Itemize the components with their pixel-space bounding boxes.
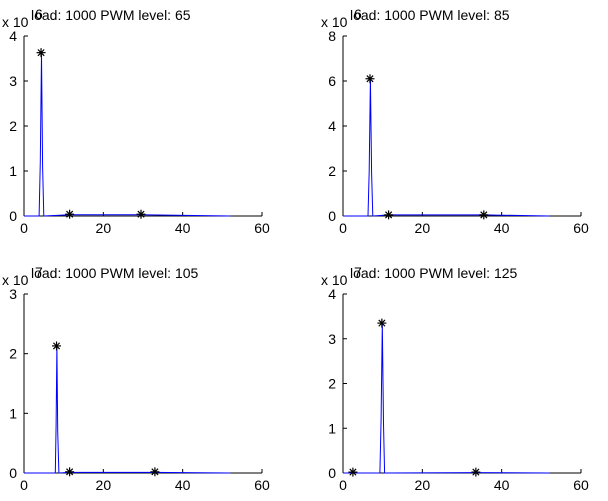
x-tick-label: 60 bbox=[254, 477, 270, 493]
peak-marker bbox=[65, 467, 75, 477]
y-tick-label: 3 bbox=[9, 73, 17, 89]
chart-title: load: 1000 PWM level: 125 bbox=[350, 265, 518, 281]
y-tick-label: 4 bbox=[9, 28, 17, 44]
chart-title: load: 1000 PWM level: 65 bbox=[31, 7, 191, 23]
y-tick-label: 8 bbox=[328, 28, 336, 44]
y-tick-label: 2 bbox=[9, 346, 17, 362]
series-line-1 bbox=[343, 323, 550, 474]
x-tick-label: 0 bbox=[339, 477, 347, 493]
x-tick-label: 0 bbox=[20, 220, 28, 236]
y-tick-label: 0 bbox=[328, 465, 336, 481]
peak-marker bbox=[348, 467, 358, 477]
x-tick-label: 60 bbox=[254, 220, 270, 236]
y-tick-label: 0 bbox=[328, 208, 336, 224]
y-multiplier-label: x 10 bbox=[2, 14, 29, 30]
y-tick-label: 2 bbox=[9, 118, 17, 134]
y-tick-label: 2 bbox=[328, 163, 336, 179]
x-tick-label: 60 bbox=[573, 477, 589, 493]
chart-title: load: 1000 PWM level: 105 bbox=[31, 265, 199, 281]
peak-marker bbox=[36, 48, 46, 58]
y-multiplier-exponent: 6 bbox=[354, 6, 362, 22]
y-tick-label: 0 bbox=[9, 208, 17, 224]
chart-title: load: 1000 PWM level: 85 bbox=[350, 7, 510, 23]
peak-marker bbox=[365, 74, 375, 84]
y-tick-label: 1 bbox=[9, 405, 17, 421]
peak-marker bbox=[52, 341, 62, 351]
y-multiplier-label: x 10 bbox=[321, 272, 348, 288]
x-tick-label: 40 bbox=[175, 220, 191, 236]
y-tick-label: 4 bbox=[328, 286, 336, 302]
peak-marker bbox=[479, 210, 489, 220]
peak-marker bbox=[65, 209, 75, 219]
x-tick-label: 0 bbox=[339, 220, 347, 236]
y-tick-label: 3 bbox=[9, 286, 17, 302]
y-tick-label: 1 bbox=[328, 420, 336, 436]
y-multiplier-exponent: 6 bbox=[35, 6, 43, 22]
y-multiplier-label: x 10 bbox=[2, 272, 29, 288]
x-tick-label: 40 bbox=[494, 477, 510, 493]
peak-marker bbox=[150, 467, 160, 477]
x-tick-label: 20 bbox=[415, 477, 431, 493]
x-tick-label: 20 bbox=[96, 477, 112, 493]
y-multiplier-label: x 10 bbox=[321, 14, 348, 30]
peak-marker bbox=[384, 210, 394, 220]
y-tick-label: 3 bbox=[328, 331, 336, 347]
x-tick-label: 40 bbox=[175, 477, 191, 493]
series-line-1 bbox=[343, 78, 550, 217]
series-line-1 bbox=[24, 53, 231, 217]
y-tick-label: 2 bbox=[328, 376, 336, 392]
x-tick-label: 40 bbox=[494, 220, 510, 236]
x-tick-label: 0 bbox=[20, 477, 28, 493]
x-tick-label: 60 bbox=[573, 220, 589, 236]
y-multiplier-exponent: 7 bbox=[354, 264, 362, 280]
peak-marker bbox=[471, 467, 481, 477]
y-multiplier-exponent: 7 bbox=[35, 264, 43, 280]
peak-marker bbox=[377, 318, 387, 328]
x-tick-label: 20 bbox=[415, 220, 431, 236]
x-tick-label: 20 bbox=[96, 220, 112, 236]
y-tick-label: 0 bbox=[9, 465, 17, 481]
y-tick-label: 6 bbox=[328, 73, 336, 89]
y-tick-label: 4 bbox=[328, 118, 336, 134]
y-tick-label: 1 bbox=[9, 163, 17, 179]
peak-marker bbox=[136, 209, 146, 219]
series-line-1 bbox=[24, 345, 231, 474]
